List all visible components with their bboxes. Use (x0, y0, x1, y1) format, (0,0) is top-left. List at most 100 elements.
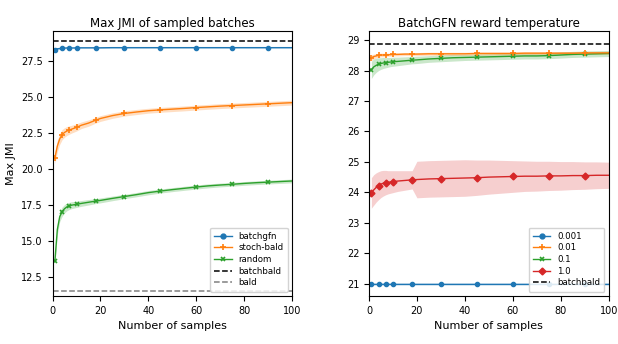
random (109, 196, 116, 201)
1.0 (521, 174, 528, 178)
random (265, 180, 272, 184)
stoch-bald (109, 114, 116, 118)
batchgfn (145, 46, 152, 50)
1.0 (605, 173, 612, 178)
0.1 (425, 57, 433, 61)
0.001 (368, 282, 375, 286)
stoch-bald (97, 116, 104, 120)
batchgfn (85, 46, 92, 50)
0.001 (401, 282, 408, 286)
1.0 (533, 174, 541, 178)
0.01 (449, 52, 457, 56)
0.1 (384, 60, 392, 64)
random (133, 193, 140, 197)
stoch-bald (51, 155, 59, 160)
1.0 (545, 174, 552, 178)
0.001 (485, 282, 493, 286)
1.0 (461, 176, 468, 180)
1.0 (557, 174, 564, 178)
0.01 (413, 52, 421, 56)
Line: stoch-bald: stoch-bald (52, 100, 295, 160)
0.001 (373, 282, 380, 286)
0.01 (533, 51, 541, 55)
0.01 (401, 52, 408, 56)
0.1 (557, 53, 564, 57)
0.1 (461, 55, 468, 60)
random (229, 182, 236, 186)
random (68, 203, 75, 207)
batchgfn (109, 46, 116, 50)
Line: 0.001: 0.001 (370, 282, 611, 286)
batchgfn (289, 46, 296, 50)
batchgfn (68, 46, 75, 50)
stoch-bald (66, 128, 73, 132)
0.001 (605, 282, 612, 286)
stoch-bald (73, 125, 80, 129)
1.0 (373, 185, 380, 190)
1.0 (394, 179, 402, 183)
0.01 (437, 52, 444, 56)
batchgfn (253, 46, 260, 50)
random (277, 180, 284, 184)
0.1 (387, 60, 394, 64)
1.0 (389, 180, 397, 184)
0.001 (394, 282, 402, 286)
stoch-bald (169, 107, 176, 111)
random (63, 205, 70, 209)
0.001 (521, 282, 528, 286)
0.1 (437, 56, 444, 61)
1.0 (401, 179, 408, 183)
0.01 (461, 52, 468, 56)
0.1 (533, 54, 541, 58)
1.0 (449, 176, 457, 180)
batchgfn (92, 46, 99, 50)
1.0 (368, 191, 375, 195)
0.01 (375, 53, 383, 57)
1.0 (425, 177, 433, 181)
stoch-bald (121, 111, 128, 116)
0.1 (605, 51, 612, 55)
random (54, 228, 61, 232)
1.0 (377, 182, 384, 186)
batchgfn (217, 46, 224, 50)
0.01 (389, 52, 397, 56)
stoch-bald (265, 102, 272, 106)
batchgfn (169, 46, 176, 50)
1.0 (375, 184, 383, 188)
Line: 0.01: 0.01 (368, 50, 611, 61)
Line: random: random (53, 179, 295, 263)
random (121, 194, 128, 198)
stoch-bald (289, 100, 296, 105)
stoch-bald (68, 127, 75, 131)
1.0 (485, 175, 493, 179)
0.01 (605, 51, 612, 55)
0.01 (387, 53, 394, 57)
1.0 (581, 173, 588, 178)
0.1 (521, 54, 528, 58)
1.0 (497, 175, 504, 179)
stoch-bald (193, 106, 200, 110)
stoch-bald (277, 101, 284, 105)
0.01 (485, 51, 493, 55)
X-axis label: Number of samples: Number of samples (118, 321, 227, 331)
random (157, 189, 164, 193)
batchgfn (180, 46, 188, 50)
random (70, 203, 78, 207)
0.1 (401, 59, 408, 63)
stoch-bald (85, 121, 92, 125)
batchgfn (157, 46, 164, 50)
0.01 (521, 51, 528, 55)
0.1 (408, 58, 416, 62)
0.1 (473, 55, 481, 59)
0.001 (461, 282, 468, 286)
random (92, 199, 99, 203)
X-axis label: Number of samples: Number of samples (434, 321, 543, 331)
Title: BatchGFN reward temperature: BatchGFN reward temperature (398, 17, 580, 30)
batchgfn (229, 46, 236, 50)
batchgfn (51, 47, 59, 52)
1.0 (384, 180, 392, 184)
1.0 (569, 173, 577, 178)
0.1 (370, 65, 378, 69)
random (180, 186, 188, 190)
batchgfn (70, 46, 78, 50)
